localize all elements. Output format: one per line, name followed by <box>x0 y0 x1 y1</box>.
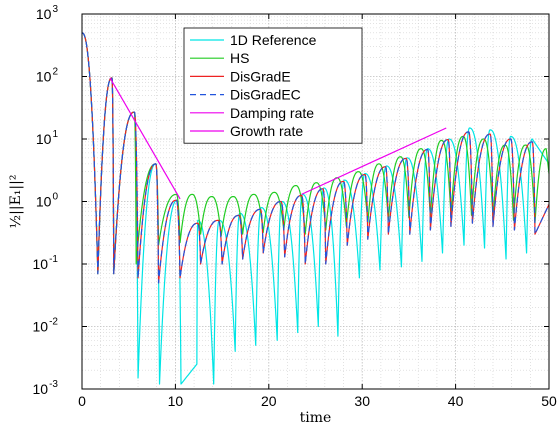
series-line-1d-reference <box>81 32 550 385</box>
series-line-growth-rate <box>301 127 447 195</box>
y-axis-label: ½||E₁||² <box>8 175 24 229</box>
legend-label: HS <box>230 50 249 66</box>
y-tick-exponent: 2 <box>52 67 58 78</box>
y-tick-exponent: 0 <box>52 192 58 203</box>
series-line-hs <box>81 32 550 275</box>
x-tick-label: 10 <box>168 393 184 409</box>
x-axis-label: time <box>300 410 332 426</box>
legend-label: DisGradE <box>230 68 291 84</box>
x-tick-label: 20 <box>261 393 277 409</box>
legend: 1D Reference HS DisGradE DisGradEC Damping r… <box>183 27 363 144</box>
tick-marks <box>81 13 550 390</box>
legend-label: DisGradEC <box>230 87 301 103</box>
series-line-disgradec <box>81 32 550 284</box>
legend-label: Damping rate <box>230 105 314 121</box>
x-tick-label: 50 <box>541 393 557 409</box>
series-line-damping-rate <box>109 77 181 200</box>
legend-label: 1D Reference <box>230 32 317 48</box>
x-tick-label: 40 <box>448 393 464 409</box>
x-tick-labels: 0 10 20 30 40 50 <box>78 393 557 409</box>
y-tick-exponent: -3 <box>49 379 58 390</box>
y-tick-exponent: 3 <box>52 4 58 15</box>
y-tick-exponent: -2 <box>49 317 58 328</box>
y-tick-exponent: -1 <box>49 254 58 265</box>
y-tick-exponent: 1 <box>52 129 58 140</box>
series-layer <box>81 32 550 385</box>
x-tick-label: 0 <box>78 393 86 409</box>
x-tick-label: 30 <box>354 393 370 409</box>
legend-box <box>183 27 363 144</box>
legend-label: Growth rate <box>230 123 303 139</box>
